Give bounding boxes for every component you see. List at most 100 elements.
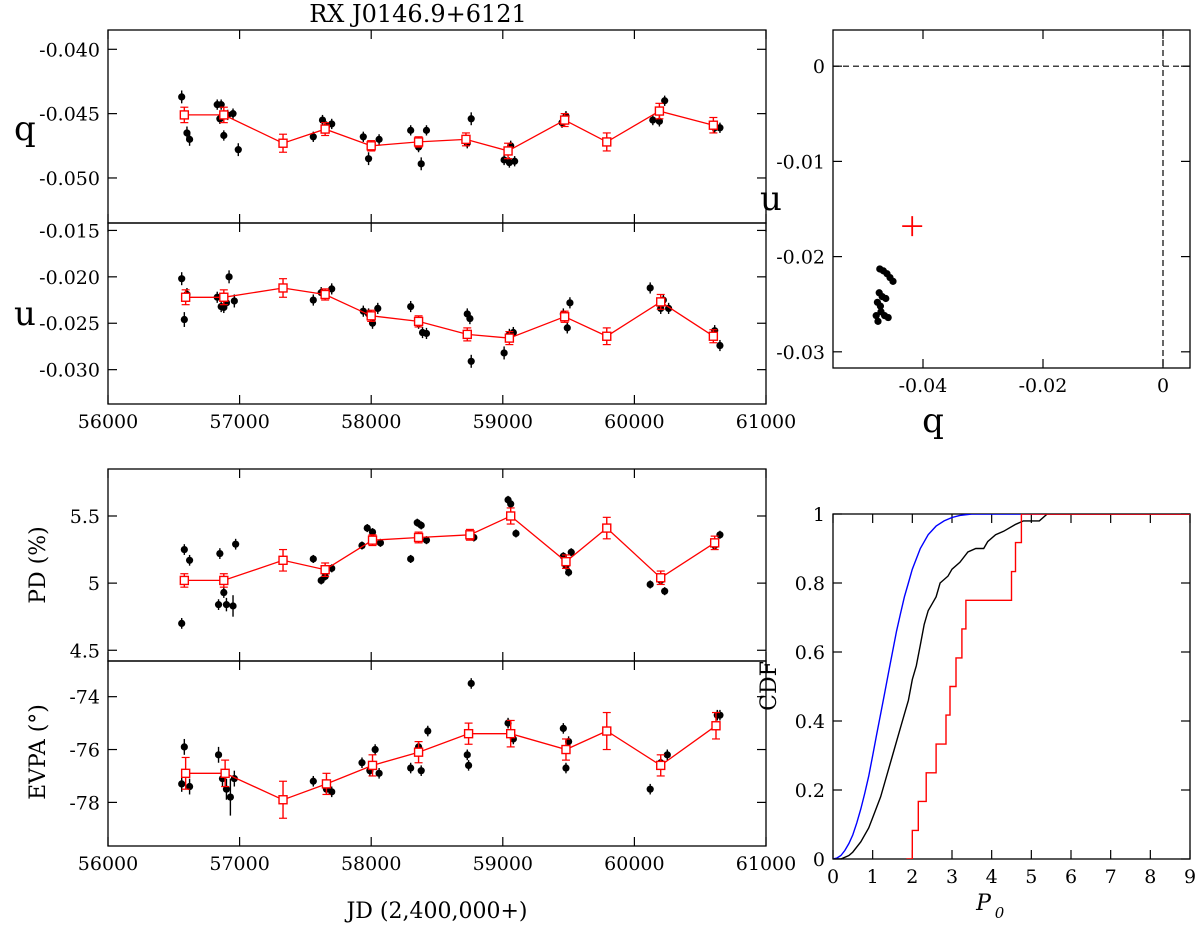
data-point xyxy=(180,743,188,751)
y-tick-label: -0.040 xyxy=(39,39,100,61)
panel-u_vs_jd: 56000 57000 58000 59000 60000 61000 -0.015 -0.0… xyxy=(14,220,796,433)
y-tick-label: -0.020 xyxy=(39,267,100,289)
y-tick-label: -74 xyxy=(69,687,100,709)
data-point xyxy=(467,679,475,688)
average-point xyxy=(320,289,330,300)
y-tick-label: 0 xyxy=(813,849,825,871)
x-tick-label: 61000 xyxy=(736,853,796,875)
data-point xyxy=(417,521,425,529)
y-tick-label: -0.03 xyxy=(776,342,825,364)
average-point xyxy=(505,728,516,739)
data-point xyxy=(376,539,385,547)
data-point xyxy=(559,724,567,732)
data-point xyxy=(375,769,383,777)
data-point xyxy=(220,588,228,597)
x-tick-label: 56000 xyxy=(78,411,138,433)
y-tick-label: -0.045 xyxy=(39,104,100,126)
data-layer xyxy=(872,216,923,325)
x-tick-label: 59000 xyxy=(473,853,533,875)
data-point xyxy=(178,275,186,283)
x-tick-label: 2 xyxy=(906,866,918,888)
x-tick-label: 60000 xyxy=(604,411,664,433)
average-point xyxy=(561,744,571,755)
average-point xyxy=(503,146,513,156)
data-point xyxy=(661,587,669,595)
data-point xyxy=(467,115,475,123)
data-point xyxy=(374,304,382,312)
y-tick-label: 0.2 xyxy=(795,780,825,802)
average-point xyxy=(602,137,612,147)
data-layer xyxy=(178,678,724,819)
data-point xyxy=(663,751,671,759)
data-point xyxy=(646,580,654,589)
x-tick-label: 5 xyxy=(1025,866,1037,888)
axes-frame xyxy=(107,660,767,847)
y-tick-label: -0.025 xyxy=(39,313,100,335)
data-point xyxy=(716,341,724,350)
data-point xyxy=(500,349,508,357)
average-point xyxy=(413,137,424,147)
average-point xyxy=(366,311,376,321)
figure-title: RX J0146.9+6121 xyxy=(309,0,527,28)
axes-frame xyxy=(107,468,767,662)
data-point xyxy=(375,135,383,143)
x-tick-label: 60000 xyxy=(604,853,664,875)
data-point xyxy=(872,312,880,320)
x-tick-label: -0.02 xyxy=(1019,375,1068,397)
data-point xyxy=(565,568,573,576)
data-point xyxy=(655,117,664,125)
axes-frame xyxy=(107,222,767,405)
x-axis-label: JD (2,400,000+) xyxy=(344,899,527,924)
data-point xyxy=(180,545,188,554)
average-point xyxy=(219,575,229,586)
data-point xyxy=(214,601,223,609)
data-point xyxy=(422,536,431,544)
data-point xyxy=(217,101,225,109)
x-tick-label: 0 xyxy=(1157,375,1169,397)
axes-frame xyxy=(832,29,1191,369)
x-tick-label: 1 xyxy=(867,866,879,888)
cdf-line-red xyxy=(906,514,1190,859)
data-point xyxy=(232,540,240,548)
data-point xyxy=(716,531,724,539)
y-tick-label: 0.4 xyxy=(795,711,825,733)
data-point xyxy=(466,315,474,323)
average-point xyxy=(278,555,288,566)
data-point xyxy=(183,129,191,137)
panel-u_vs_q: -0.04 -0.02 0 0 -0.01 -0.02 -0.03 u q xyxy=(760,29,1191,441)
x-tick-label: -0.04 xyxy=(899,375,948,397)
y-tick-label: 5.5 xyxy=(70,506,100,528)
average-point xyxy=(505,511,516,521)
data-point xyxy=(646,284,654,292)
data-point xyxy=(563,324,571,332)
x-tick-label: 3 xyxy=(946,866,958,888)
y-tick-label: 0.8 xyxy=(795,573,825,595)
data-point xyxy=(407,302,415,311)
data-point xyxy=(422,329,431,338)
data-point xyxy=(318,116,327,124)
average-point xyxy=(367,535,378,545)
average-point xyxy=(711,721,721,731)
data-point xyxy=(716,124,724,132)
average-point xyxy=(465,530,475,540)
average-point xyxy=(179,110,190,120)
average-point xyxy=(320,564,330,575)
y-tick-label: -0.030 xyxy=(39,360,100,382)
average-point xyxy=(504,333,515,343)
data-point xyxy=(368,528,377,536)
y-tick-label: 0 xyxy=(813,56,825,78)
data-point xyxy=(222,601,231,609)
x-tick-label: 57000 xyxy=(209,411,269,433)
x-tick-label: 4 xyxy=(986,866,998,888)
x-tick-label: 56000 xyxy=(78,853,138,875)
x-tick-label: 59000 xyxy=(473,411,533,433)
data-point xyxy=(328,788,336,796)
data-point xyxy=(309,777,317,785)
average-point xyxy=(602,726,612,736)
data-point xyxy=(328,120,336,128)
data-point xyxy=(646,785,654,793)
data-point xyxy=(417,767,425,775)
y-tick-label: -0.01 xyxy=(776,151,825,173)
